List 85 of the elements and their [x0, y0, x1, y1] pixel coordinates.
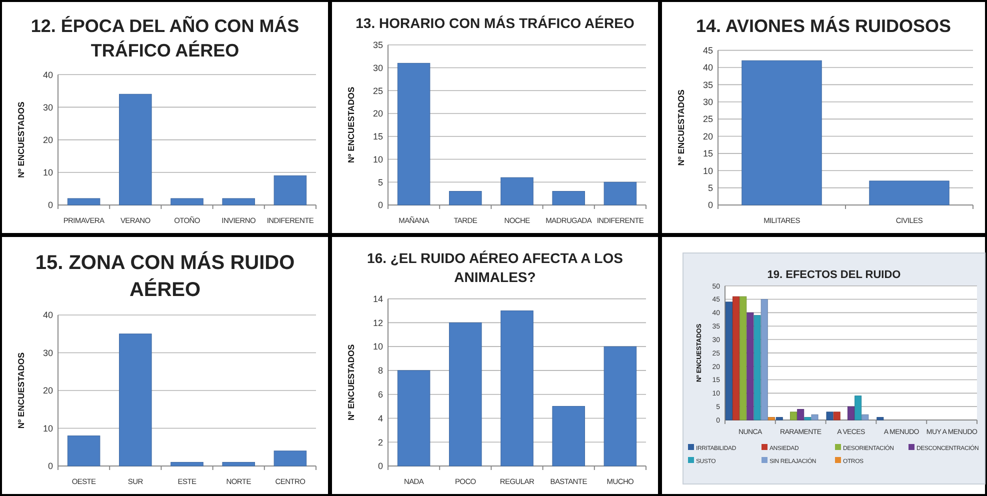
bar [746, 312, 754, 420]
y-tick-label: 25 [372, 86, 383, 96]
bar [740, 296, 747, 420]
bar [397, 62, 430, 206]
bar [776, 417, 783, 420]
chart-title: 14. AVIONES MÁS RUIDOSOS [696, 16, 952, 36]
y-tick-label: 10 [42, 168, 53, 178]
y-tick-label: 14 [372, 294, 383, 304]
chart-title: 13. HORARIO CON MÁS TRÁFICO AÉREO [356, 15, 634, 31]
bar [274, 450, 307, 466]
y-axis-title: Nº ENCUESTADOS [346, 344, 356, 420]
y-tick-label: 0 [378, 461, 383, 472]
bar [449, 191, 482, 206]
y-tick-label: 40 [702, 62, 713, 73]
bar [760, 299, 768, 420]
y-axis-title: Nº ENCUESTADOS [16, 352, 26, 429]
bar [397, 370, 430, 466]
y-tick-label: 8 [378, 366, 383, 376]
y-tick-label: 6 [378, 389, 383, 400]
bar [854, 396, 862, 420]
y-tick-label: 10 [372, 342, 383, 352]
bar [170, 198, 204, 206]
bar [754, 315, 761, 420]
y-tick-label: 15 [702, 148, 713, 159]
y-tick-label: 12 [372, 318, 383, 328]
y-tick-label: 30 [42, 348, 53, 358]
bar [274, 175, 307, 206]
y-tick-label: 35 [702, 80, 713, 90]
bar [500, 177, 534, 206]
y-tick-label: 0 [48, 461, 53, 472]
bar [768, 417, 775, 420]
y-tick-label: 20 [42, 386, 53, 396]
y-tick-label: 30 [42, 102, 53, 112]
bar [67, 198, 100, 206]
bar [732, 296, 740, 420]
bar [222, 462, 255, 466]
y-tick-label: 45 [702, 45, 713, 56]
bar [604, 182, 637, 206]
y-tick-label: 30 [372, 62, 383, 73]
bar [67, 436, 100, 466]
y-tick-label: 20 [372, 108, 383, 119]
bar [847, 406, 855, 420]
y-tick-label: 40 [42, 70, 53, 80]
bar [222, 198, 255, 206]
bar [862, 414, 869, 420]
bar [797, 409, 804, 420]
y-tick-label: 40 [42, 310, 53, 320]
bar [833, 412, 840, 420]
y-tick-label: 5 [708, 182, 713, 193]
bar [790, 412, 798, 420]
bar [500, 310, 534, 466]
bar [170, 462, 204, 466]
y-axis-title: Nº ENCUESTADOS [676, 89, 686, 166]
y-tick-label: 10 [372, 154, 383, 164]
y-tick-label: 25 [702, 114, 713, 124]
y-tick-label: 20 [702, 131, 713, 142]
bar [604, 346, 637, 466]
bar [552, 191, 585, 206]
y-tick-label: 10 [42, 423, 53, 434]
y-tick-label: 15 [372, 132, 383, 142]
y-axis-title: Nº ENCUESTADOS [346, 86, 356, 164]
bar [725, 302, 732, 420]
bar [119, 94, 152, 206]
bar [826, 412, 834, 420]
bar [804, 417, 812, 420]
y-tick-label: 30 [702, 97, 713, 108]
bar [811, 414, 818, 420]
y-tick-label: 20 [42, 134, 53, 145]
chart-title: 16. ¿EL RUIDO AÉREO AFECTA A LOS ANIMALES? [367, 250, 623, 285]
y-tick-label: 35 [372, 40, 383, 50]
y-tick-label: 5 [378, 177, 383, 188]
bar [552, 406, 585, 466]
y-tick-label: 10 [702, 166, 713, 176]
chart-title: 19. EFECTOS DEL RUIDO [767, 269, 902, 281]
chart-title: 15. ZONA CON MÁS RUIDO AÉREO [35, 251, 295, 301]
y-tick-label: 0 [48, 200, 53, 210]
y-tick-label: 4 [378, 413, 383, 424]
bar [119, 334, 152, 466]
bar [449, 322, 482, 466]
bar [876, 417, 884, 420]
y-tick-label: 2 [378, 437, 383, 448]
chart-title: 12. ÉPOCA DEL AÑO CON MÁS TRÁFICO AÉREO [30, 15, 300, 60]
y-axis-title: Nº ENCUESTADOS [16, 101, 26, 178]
y-tick-label: 0 [378, 200, 383, 210]
y-tick-label: 0 [708, 200, 713, 210]
